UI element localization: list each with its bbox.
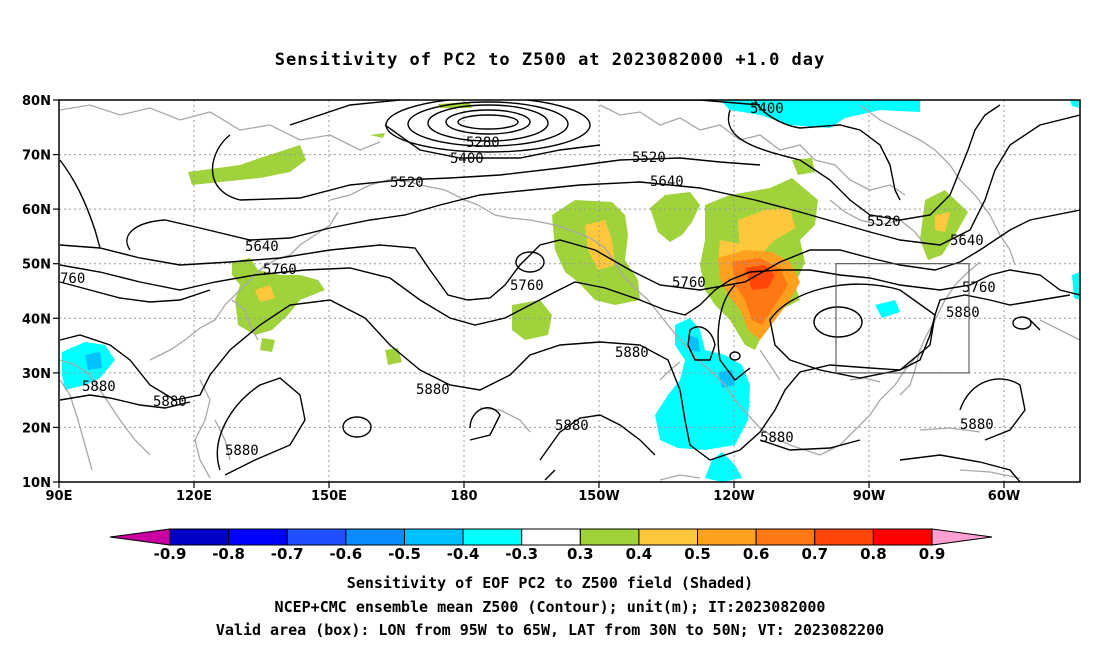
contour-label: 5880 bbox=[225, 443, 259, 459]
colorbar-label: 0.8 bbox=[860, 545, 887, 563]
colorbar-label: -0.3 bbox=[505, 545, 538, 563]
colorbar-label: 0.9 bbox=[919, 545, 946, 563]
lat-label: 60N bbox=[22, 203, 51, 218]
lon-label: 150E bbox=[311, 489, 347, 504]
contour-label: 5280 bbox=[466, 135, 500, 151]
lon-label: 90E bbox=[46, 489, 73, 504]
colorbar-box bbox=[755, 528, 816, 546]
contour-label: 5880 bbox=[615, 345, 649, 361]
colorbar-box bbox=[169, 528, 230, 546]
colorbar-box bbox=[638, 528, 699, 546]
colorbar-box bbox=[403, 528, 464, 546]
contour-label: 5760 bbox=[962, 280, 996, 296]
colorbar-box bbox=[286, 528, 347, 546]
lon-label: 90W bbox=[853, 489, 885, 504]
colorbar-high-extend bbox=[931, 528, 993, 546]
sensitivity-shading bbox=[62, 100, 1080, 482]
contour-label: 5520 bbox=[390, 175, 424, 191]
colorbar-label: -0.6 bbox=[329, 545, 362, 563]
contour-label: 5760 bbox=[672, 275, 706, 291]
colorbar-box bbox=[872, 528, 933, 546]
latitude-labels: 80N 70N 60N 50N 40N 30N 20N 10N bbox=[22, 94, 51, 491]
colorbar-label: 0.5 bbox=[684, 545, 711, 563]
contour-label: 5880 bbox=[153, 394, 187, 410]
lat-label: 40N bbox=[22, 312, 51, 327]
contour-label: 5880 bbox=[555, 418, 589, 434]
longitude-labels: 90E 120E 150E 180 150W 120W 90W 60W bbox=[46, 489, 1021, 504]
colorbar-label: -0.8 bbox=[212, 545, 245, 563]
colorbar-box bbox=[579, 528, 640, 546]
map-frame bbox=[58, 99, 1081, 483]
lat-label: 20N bbox=[22, 421, 51, 436]
caption-valid-area: Valid area (box): LON from 95W to 65W, L… bbox=[215, 621, 885, 639]
contour-label: 5640 bbox=[245, 239, 279, 255]
colorbar-box bbox=[228, 528, 288, 546]
lon-label: 120W bbox=[713, 489, 754, 504]
lat-label: 80N bbox=[22, 94, 51, 109]
contour-label: 5880 bbox=[960, 417, 994, 433]
contour-label: 5640 bbox=[650, 174, 684, 190]
contour-label: 5880 bbox=[760, 430, 794, 446]
colorbar-boxes bbox=[169, 528, 933, 546]
colorbar-label: 0.4 bbox=[626, 545, 653, 563]
lon-label: 180 bbox=[450, 489, 477, 504]
colorbar-box bbox=[345, 528, 405, 546]
colorbar-box bbox=[814, 528, 874, 546]
valid-area-box bbox=[835, 263, 970, 374]
caption-contour: NCEP+CMC ensemble mean Z500 (Contour); u… bbox=[274, 598, 826, 616]
lat-label: 30N bbox=[22, 367, 51, 382]
lat-label: 50N bbox=[22, 258, 51, 273]
colorbar-low-extend bbox=[109, 528, 171, 546]
lon-label: 150W bbox=[578, 489, 619, 504]
height-contours bbox=[59, 100, 1080, 482]
colorbar-label: -0.4 bbox=[447, 545, 480, 563]
lon-label: 60W bbox=[988, 489, 1020, 504]
coastlines bbox=[59, 104, 1080, 481]
colorbar: -0.9 -0.8 -0.7 -0.6 -0.5 -0.4 -0.3 0.3 0… bbox=[109, 528, 993, 563]
colorbar-label: 0.6 bbox=[743, 545, 770, 563]
contour-labels: 5400 5400 5280 5520 5520 5520 5640 5640 … bbox=[60, 101, 996, 459]
colorbar-label: -0.9 bbox=[154, 545, 187, 563]
contour-label: 5520 bbox=[632, 150, 666, 166]
contour-label: 5760 bbox=[510, 278, 544, 294]
contour-label: 5520 bbox=[867, 214, 901, 230]
contour-label: 5400 bbox=[450, 151, 484, 167]
contour-label: 5880 bbox=[416, 382, 450, 398]
axis-ticks bbox=[53, 99, 1005, 488]
colorbar-box bbox=[697, 528, 757, 546]
contour-label: 760 bbox=[60, 271, 85, 287]
page-title: Sensitivity of PC2 to Z500 at 2023082000… bbox=[274, 50, 826, 70]
contour-label: 5880 bbox=[946, 305, 980, 321]
colorbar-label: -0.5 bbox=[388, 545, 421, 563]
colorbar-box bbox=[462, 528, 523, 546]
lat-label: 10N bbox=[22, 476, 51, 491]
contour-label: 5400 bbox=[750, 101, 784, 117]
contour-label: 5640 bbox=[950, 233, 984, 249]
lon-label: 120E bbox=[176, 489, 212, 504]
colorbar-box bbox=[521, 528, 581, 546]
colorbar-label: 0.3 bbox=[567, 545, 594, 563]
colorbar-label: -0.7 bbox=[271, 545, 304, 563]
colorbar-label: 0.7 bbox=[802, 545, 829, 563]
contour-label: 5880 bbox=[82, 379, 116, 395]
contour-label: 5760 bbox=[263, 262, 297, 278]
lat-label: 70N bbox=[22, 149, 51, 164]
caption-shading: Sensitivity of EOF PC2 to Z500 field (Sh… bbox=[346, 574, 754, 592]
